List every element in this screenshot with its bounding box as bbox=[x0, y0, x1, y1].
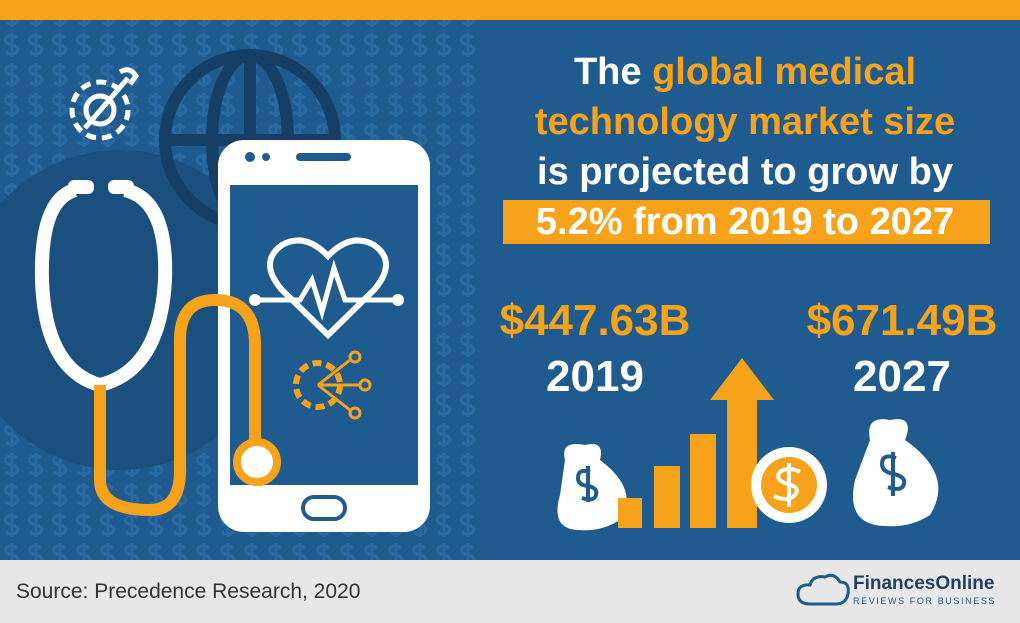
brand-name: FinancesOnline bbox=[853, 573, 995, 594]
headline-highlight: global medical bbox=[652, 51, 917, 93]
headline-text: The bbox=[573, 51, 642, 93]
stat-year: 2027 bbox=[853, 352, 951, 401]
top-bar bbox=[0, 0, 1020, 20]
stat-amount: $671.49B bbox=[806, 296, 998, 345]
footer-bar bbox=[0, 560, 1020, 623]
highlight-box bbox=[503, 200, 990, 244]
phone bbox=[218, 140, 430, 532]
headline-line: 5.2% from 2019 to 2027 bbox=[535, 201, 955, 243]
stat-year: 2019 bbox=[546, 352, 644, 401]
bg-circle bbox=[0, 150, 280, 470]
headline-line: The global medical bbox=[480, 50, 1010, 94]
growth-icons bbox=[557, 358, 939, 531]
stat-amount: $447.63B bbox=[499, 296, 691, 345]
brand-tagline: REVIEWS FOR BUSINESS bbox=[853, 596, 997, 606]
source-note: Source: Precedence Research, 2020 bbox=[16, 580, 361, 603]
stethoscope bbox=[34, 180, 281, 517]
gear-wrench bbox=[69, 67, 140, 141]
headline-line: is projected to grow by bbox=[537, 151, 953, 193]
logo-cloud bbox=[796, 573, 850, 606]
headline-line: technology market size bbox=[534, 101, 956, 143]
